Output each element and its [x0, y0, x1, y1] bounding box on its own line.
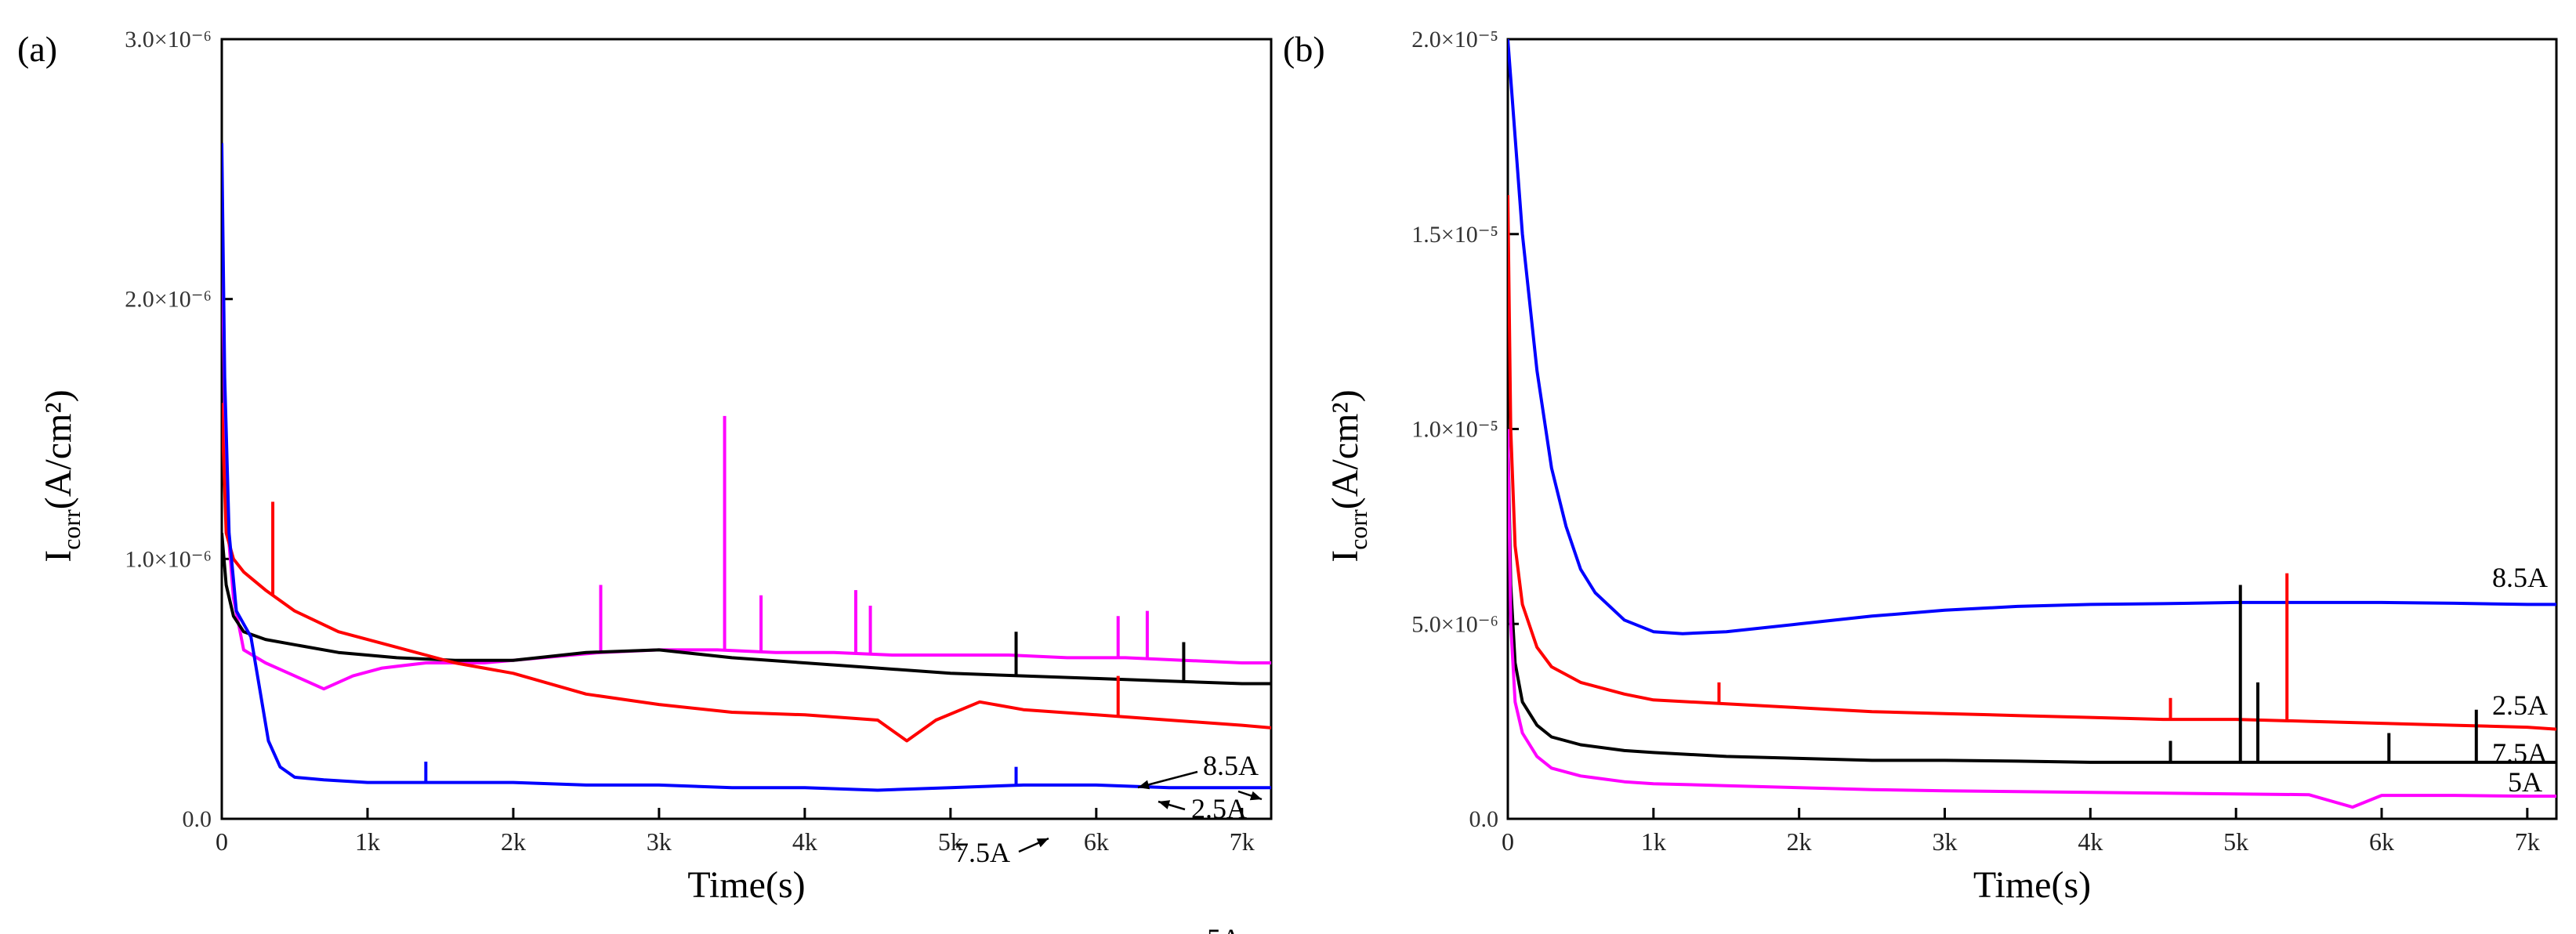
chart-panel-a: 0 1k 2k 3k 4k 5k 6k 7k 0.0 1.0×10⁻⁶ 2.0×10⁻⁶ 3.0×10… [17, 27, 1273, 934]
x-tick-label: 3k [1933, 827, 1958, 856]
series-label-7.5A: 7.5A [2492, 737, 2548, 769]
y-tick-label: 1.0×10⁻⁶ [125, 546, 212, 572]
y-axis-title: Icorr(A/cm²) [1324, 389, 1372, 563]
series-label-2.5A: 2.5A [2492, 690, 2548, 721]
series-arrowhead-5A [1249, 791, 1262, 801]
series-arrowhead-2.5A [1158, 800, 1171, 809]
x-tick-label: 0 [216, 827, 228, 856]
x-axis-title: Time(s) [1973, 864, 2091, 906]
x-tick-label: 4k [792, 827, 817, 856]
series-label-5A: 5A [1207, 923, 1241, 934]
series-line-2.5A [222, 533, 1271, 686]
panel-label: (b) [1283, 29, 1325, 69]
x-tick-label: 6k [2369, 827, 2394, 856]
x-tick-label: 5k [2223, 827, 2248, 856]
y-tick-label: 0.0 [1469, 806, 1499, 832]
series-label-2.5A: 2.5A [1191, 793, 1247, 824]
x-tick-label: 7k [1230, 827, 1255, 856]
panel-label: (a) [17, 29, 57, 69]
series-line-5A [222, 143, 1271, 792]
series-label-5A: 5A [2508, 766, 2542, 798]
y-tick-label: 5.0×10⁻⁶ [1411, 611, 1498, 637]
y-tick-label: 2.0×10⁻⁶ [125, 287, 212, 313]
x-tick-label: 3k [647, 827, 672, 856]
series-arrowhead-8.5A [1138, 780, 1150, 790]
y-tick-label: 1.5×10⁻⁵ [1411, 222, 1498, 248]
x-tick-label: 5k [938, 827, 963, 856]
y-tick-label: 1.0×10⁻⁵ [1411, 417, 1498, 443]
y-tick-label: 2.0×10⁻⁵ [1411, 27, 1498, 52]
series-line-8.5A [222, 221, 1271, 691]
x-tick-label: 4k [2078, 827, 2103, 856]
x-axis-title: Time(s) [687, 864, 805, 906]
series-line-5A [1508, 429, 2556, 809]
x-tick-label: 6k [1084, 827, 1109, 856]
x-tick-label: 1k [1641, 827, 1666, 856]
chart-panel-b: 0 1k 2k 3k 4k 5k 6k 7k 0.0 5.0×10⁻⁶ 1.0×10⁻⁵ 1.5×10… [1283, 27, 2558, 906]
series-line-2.5A [1508, 194, 2556, 731]
series-label-8.5A: 8.5A [2492, 562, 2548, 593]
plot-frame [220, 38, 1273, 820]
x-tick-label: 2k [1787, 827, 1812, 856]
x-tick-label: 2k [501, 827, 526, 856]
y-tick-label: 3.0×10⁻⁶ [125, 27, 212, 52]
series-arrowhead-7.5A [1036, 838, 1049, 848]
x-tick-label: 1k [355, 827, 380, 856]
series-line-7.5A [1508, 429, 2556, 764]
x-tick-label: 0 [1502, 827, 1514, 856]
y-tick-label: 0.0 [183, 806, 212, 832]
y-axis-title: Icorr(A/cm²) [38, 389, 85, 563]
series-line-8.5A [1508, 39, 2556, 635]
series-label-7.5A: 7.5A [955, 837, 1010, 868]
series-label-8.5A: 8.5A [1203, 750, 1259, 781]
series-line-7.5A [222, 403, 1271, 743]
x-tick-label: 7k [2515, 827, 2540, 856]
